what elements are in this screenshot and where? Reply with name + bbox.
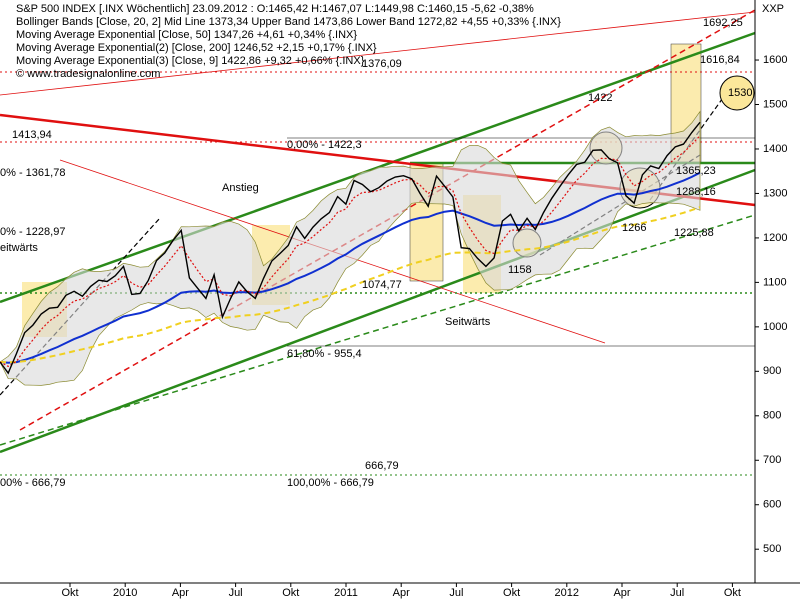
y-tick-label: 1200 (763, 232, 787, 244)
y-tick-label: 1000 (763, 321, 787, 333)
marker-circle (719, 75, 755, 111)
ema-line (0, 206, 701, 364)
x-tick-label: 2012 (555, 587, 579, 599)
y-tick-label: 700 (763, 454, 781, 466)
y-tick-label: 500 (763, 543, 781, 555)
annotation: 1530 (728, 87, 752, 99)
x-tick-label: Apr (172, 587, 189, 599)
x-tick-label: Jul (449, 587, 463, 599)
y-tick-label: 1400 (763, 143, 787, 155)
y-tick-label: 1300 (763, 187, 787, 199)
annotation: Seitwärts (445, 316, 491, 328)
annotation: 0,00% - 1422,3 (287, 139, 362, 151)
x-tick-label: Okt (503, 587, 520, 599)
annotation: 1692,25 (703, 17, 743, 29)
annotation: 1365,23 (676, 165, 716, 177)
annotation: 666,79 (365, 460, 399, 472)
legend-entry: S&P 500 INDEX [.INX Wöchentlich] 23.09.2… (16, 3, 534, 15)
annotation: eitwärts (0, 242, 38, 254)
x-tick-label: Apr (613, 587, 630, 599)
annotation: 100,00% - 666,79 (287, 477, 374, 489)
annotation: 1158 (508, 264, 532, 276)
legend-entry: Moving Average Exponential [Close, 50] 1… (16, 29, 357, 41)
annotation: 1288,16 (676, 186, 716, 198)
annotation: 1413,94 (12, 129, 52, 141)
x-tick-label: Okt (61, 587, 78, 599)
channel-line (0, 214, 756, 446)
x-tick-label: Jul (670, 587, 684, 599)
channel-line (0, 168, 756, 454)
annotation: 1266 (622, 222, 646, 234)
annotation: Anstieg (222, 182, 259, 194)
y-tick-label: 1600 (763, 54, 787, 66)
legend-entry: Moving Average Exponential(2) [Close, 20… (16, 42, 377, 54)
annotation: 1074,77 (362, 279, 402, 291)
x-tick-label: Jul (229, 587, 243, 599)
trend-line (0, 11, 756, 96)
annotation: 1225,88 (674, 227, 714, 239)
x-tick-label: Okt (282, 587, 299, 599)
annotation: 1422 (588, 92, 612, 104)
x-tick-label: 2010 (113, 587, 137, 599)
annotation: 0% - 1361,78 (0, 167, 65, 179)
ema-line (0, 135, 701, 368)
annotation: 61,80% - 955,4 (287, 348, 362, 360)
annotation: 1616,84 (700, 54, 740, 66)
bollinger-band (0, 110, 701, 386)
x-tick-label: Apr (393, 587, 410, 599)
y-tick-label: 1100 (763, 276, 787, 288)
y-tick-label: 900 (763, 365, 781, 377)
annotation: 0% - 1228,97 (0, 226, 65, 238)
annotation: 00% - 666,79 (0, 477, 65, 489)
legend-entry: © www.tradesignalonline.com (16, 68, 160, 80)
y-tick-label: 800 (763, 410, 781, 422)
ema-line (0, 171, 701, 364)
legend-entry: Bollinger Bands [Close, 20, 2] Mid Line … (16, 16, 561, 28)
x-tick-label: Okt (724, 587, 741, 599)
annotation: 1376,09 (362, 58, 402, 70)
x-tick-label: 2011 (334, 587, 358, 599)
y-tick-label: 1500 (763, 98, 787, 110)
y-tick-label: 600 (763, 499, 781, 511)
legend-entry: Moving Average Exponential(3) [Close, 9]… (16, 55, 365, 67)
axis-label: XXP (762, 3, 784, 15)
price-line (0, 121, 701, 375)
